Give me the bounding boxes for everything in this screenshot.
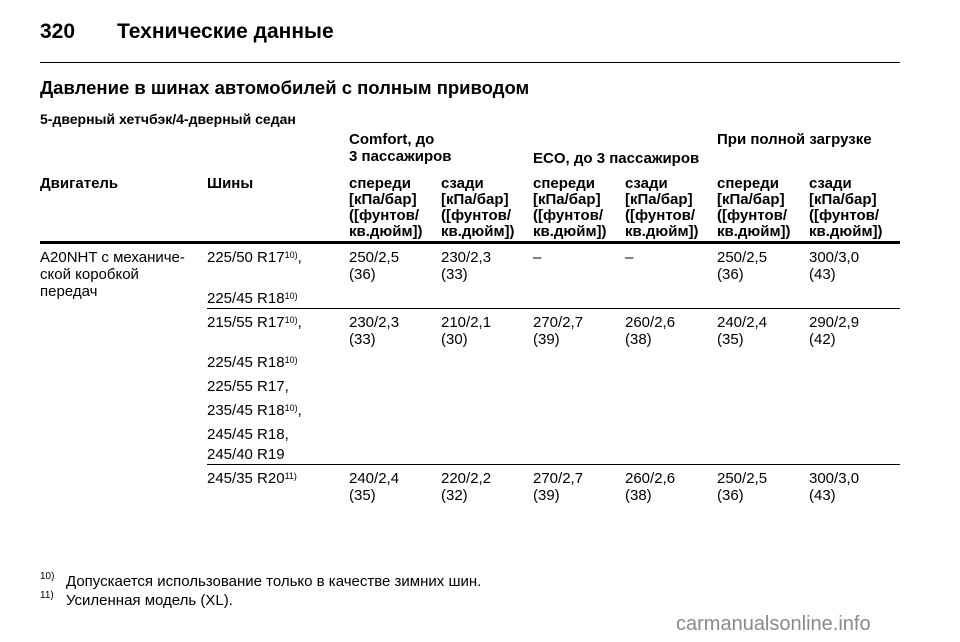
pressure-value: 220/2,2 (32) [441, 470, 492, 504]
group-header-comfort-line2: 3 пассажиров [349, 148, 452, 165]
tyre-size: 225/45 R1810) [207, 354, 298, 371]
pressure-value: 250/2,5 (36) [717, 470, 768, 504]
pressure-value: 240/2,4 (35) [349, 470, 400, 504]
unit-header: [кПа/бар] ([фунтов/кв.дюйм]) [349, 191, 423, 240]
column-header-eco-rear: сзади [625, 175, 668, 192]
pressure-value: 230/2,3 (33) [441, 249, 492, 283]
unit-header: [кПа/бар] ([фунтов/кв.дюйм]) [717, 191, 791, 240]
column-header-comfort-rear: сзади [441, 175, 484, 192]
tyre-size: 235/45 R1810), [207, 402, 302, 419]
pressure-value: 270/2,7 (39) [533, 470, 584, 504]
subsection-title: 5-дверный хетчбэк/4-дверный седан [40, 111, 296, 127]
unit-header: [кПа/бар] ([фунтов/кв.дюйм]) [441, 191, 515, 240]
page-number: 320 [40, 20, 76, 43]
watermark: carmanualsonline.info [676, 613, 871, 635]
row-divider [207, 308, 900, 309]
column-header-full-rear: сзади [809, 175, 852, 192]
footnote-text: Усиленная модель (XL). [66, 592, 233, 609]
page-title: Технические данные [117, 20, 334, 43]
tyre-size: 245/45 R18, [207, 426, 289, 443]
column-header-tyres: Шины [207, 175, 254, 192]
unit-header: [кПа/бар] ([фунтов/кв.дюйм]) [533, 191, 607, 240]
engine-cell: A20NHT с механиче- ской коробкой передач [40, 249, 185, 300]
pressure-value: 300/3,0 (43) [809, 470, 860, 504]
footnote-mark: 11) [40, 590, 54, 601]
pressure-value: 260/2,6 (38) [625, 470, 676, 504]
row-divider [207, 464, 900, 465]
group-header-full-load: При полной загрузке [717, 131, 872, 148]
pressure-value: 300/3,0 (43) [809, 249, 860, 283]
column-header-comfort-front: спереди [349, 175, 411, 192]
pressure-value: 260/2,6 (38) [625, 314, 676, 348]
unit-header: [кПа/бар] ([фунтов/кв.дюйм]) [625, 191, 699, 240]
table-header-rule [40, 241, 900, 244]
pressure-value: 210/2,1 (30) [441, 314, 492, 348]
column-header-engine: Двигатель [40, 175, 119, 192]
pressure-value: 230/2,3 (33) [349, 314, 400, 348]
tyre-size: 225/50 R1710), [207, 249, 302, 266]
tyre-size: 225/45 R1810) [207, 290, 298, 307]
group-header-eco: ECO, до 3 пассажиров [533, 150, 700, 167]
tyre-size: 215/55 R1710), [207, 314, 302, 331]
column-header-eco-front: спереди [533, 175, 595, 192]
pressure-value: – [533, 249, 542, 266]
section-title: Давление в шинах автомобилей с полным пр… [40, 77, 530, 98]
footnote-mark: 10) [40, 571, 55, 582]
tyre-size: 245/35 R2011) [207, 470, 297, 487]
pressure-value: 250/2,5 (36) [717, 249, 768, 283]
footnote-text: Допускается использование только в качес… [66, 573, 482, 590]
pressure-value: 250/2,5 (36) [349, 249, 400, 283]
column-header-full-front: спереди [717, 175, 779, 192]
pressure-value: 240/2,4 (35) [717, 314, 768, 348]
tyre-size: 225/55 R17, [207, 378, 289, 395]
unit-header: [кПа/бар] ([фунтов/кв.дюйм]) [809, 191, 883, 240]
header-divider [40, 62, 900, 63]
pressure-value: 270/2,7 (39) [533, 314, 584, 348]
pressure-value: 290/2,9 (42) [809, 314, 860, 348]
pressure-value: – [625, 249, 634, 266]
tyre-size: 245/40 R19 [207, 446, 285, 463]
group-header-comfort-line1: Comfort, до [349, 131, 435, 148]
